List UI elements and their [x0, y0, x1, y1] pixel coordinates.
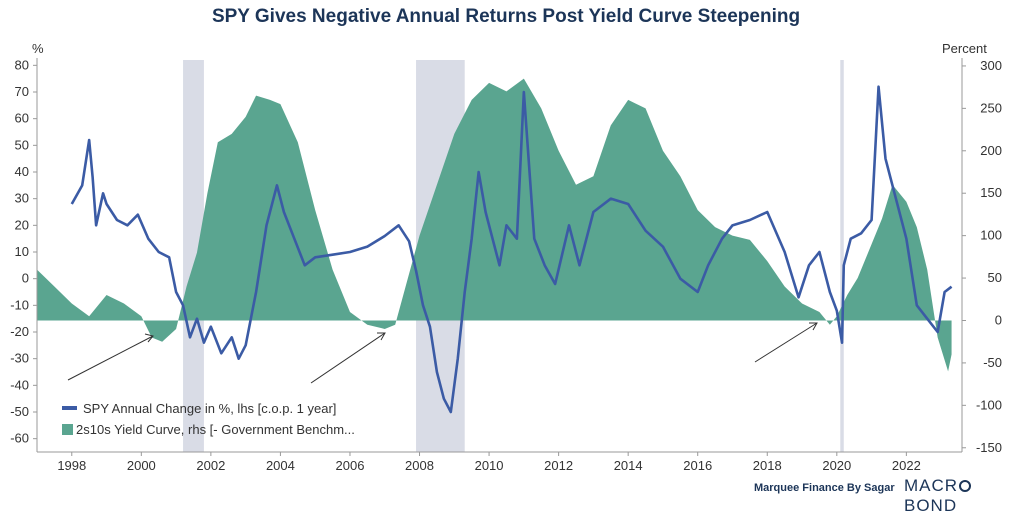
x-tick-label: 2008 [405, 458, 434, 473]
x-tick-label: 2018 [753, 458, 782, 473]
legend: SPY Annual Change in %, lhs [c.o.p. 1 ye… [62, 401, 355, 437]
right-tick-label: 0 [995, 312, 1002, 327]
left-tick-label: 0 [22, 271, 29, 286]
recession-band-3 [840, 60, 844, 452]
left-tick-label: -60 [10, 431, 29, 446]
right-tick-label: 250 [980, 100, 1002, 115]
right-tick-label: -50 [983, 355, 1002, 370]
right-tick-label: 200 [980, 143, 1002, 158]
left-tick-label: 50 [15, 137, 29, 152]
annotation-arrowhead-1 [144, 333, 154, 343]
left-tick-label: -10 [10, 297, 29, 312]
annotation-arrow-1 [67, 335, 154, 381]
left-tick-label: -20 [10, 324, 29, 339]
legend-label-yield-curve: 2s10s Yield Curve, rhs [- Government Ben… [76, 422, 355, 437]
right-tick-label: 50 [988, 270, 1002, 285]
brand-o-icon [959, 480, 972, 492]
x-tick-label: 2000 [127, 458, 156, 473]
left-tick-label: 10 [15, 244, 29, 259]
right-axis-unit: Percent [942, 41, 987, 56]
x-tick-label: 2014 [614, 458, 643, 473]
left-tick-label: -40 [10, 377, 29, 392]
right-tick-label: 150 [980, 185, 1002, 200]
left-tick-label: 40 [15, 164, 29, 179]
right-tick-label: 300 [980, 58, 1002, 73]
annotation-arrowhead-3 [809, 322, 818, 331]
left-tick-label: 80 [15, 57, 29, 72]
left-tick-label: -30 [10, 351, 29, 366]
brand-left: MACR [904, 476, 959, 495]
axes: 80706050403020100-10-20-30-40-50-6030025… [10, 57, 1002, 473]
legend-swatch-yield-curve [62, 424, 73, 435]
spy-line [70, 85, 953, 414]
x-tick-label: 2022 [892, 458, 921, 473]
annotation-arrowhead-2 [377, 332, 386, 341]
x-tick-label: 2016 [683, 458, 712, 473]
annotation-arrow-3 [754, 322, 818, 363]
x-tick-label: 1998 [57, 458, 86, 473]
left-tick-label: 20 [15, 217, 29, 232]
yield-curve-area-path [37, 78, 952, 372]
spy-line-path [70, 85, 953, 414]
right-tick-label: -100 [976, 397, 1002, 412]
x-tick-label: 2010 [475, 458, 504, 473]
x-tick-label: 2020 [822, 458, 851, 473]
legend-swatch-spy [62, 406, 77, 410]
yield-curve-area [37, 78, 952, 372]
x-tick-label: 2004 [266, 458, 295, 473]
right-tick-label: 100 [980, 228, 1002, 243]
chart-title: SPY Gives Negative Annual Returns Post Y… [211, 6, 801, 27]
left-tick-label: 30 [15, 191, 29, 206]
recession-band-1 [183, 60, 204, 452]
left-tick-label: 60 [15, 111, 29, 126]
annotation-arrow-2 [310, 332, 386, 384]
legend-label-spy: SPY Annual Change in %, lhs [c.o.p. 1 ye… [83, 401, 336, 416]
x-tick-label: 2006 [336, 458, 365, 473]
x-tick-label: 2012 [544, 458, 573, 473]
x-tick-label: 2002 [196, 458, 225, 473]
right-tick-label: -150 [976, 440, 1002, 455]
left-tick-label: -50 [10, 404, 29, 419]
left-axis-unit: % [32, 41, 44, 56]
annotation-arrows [67, 322, 818, 384]
left-tick-label: 70 [15, 84, 29, 99]
credit-text: Marquee Finance By Sagar [754, 482, 895, 494]
brand-logo: MACRBOND [904, 476, 1012, 516]
